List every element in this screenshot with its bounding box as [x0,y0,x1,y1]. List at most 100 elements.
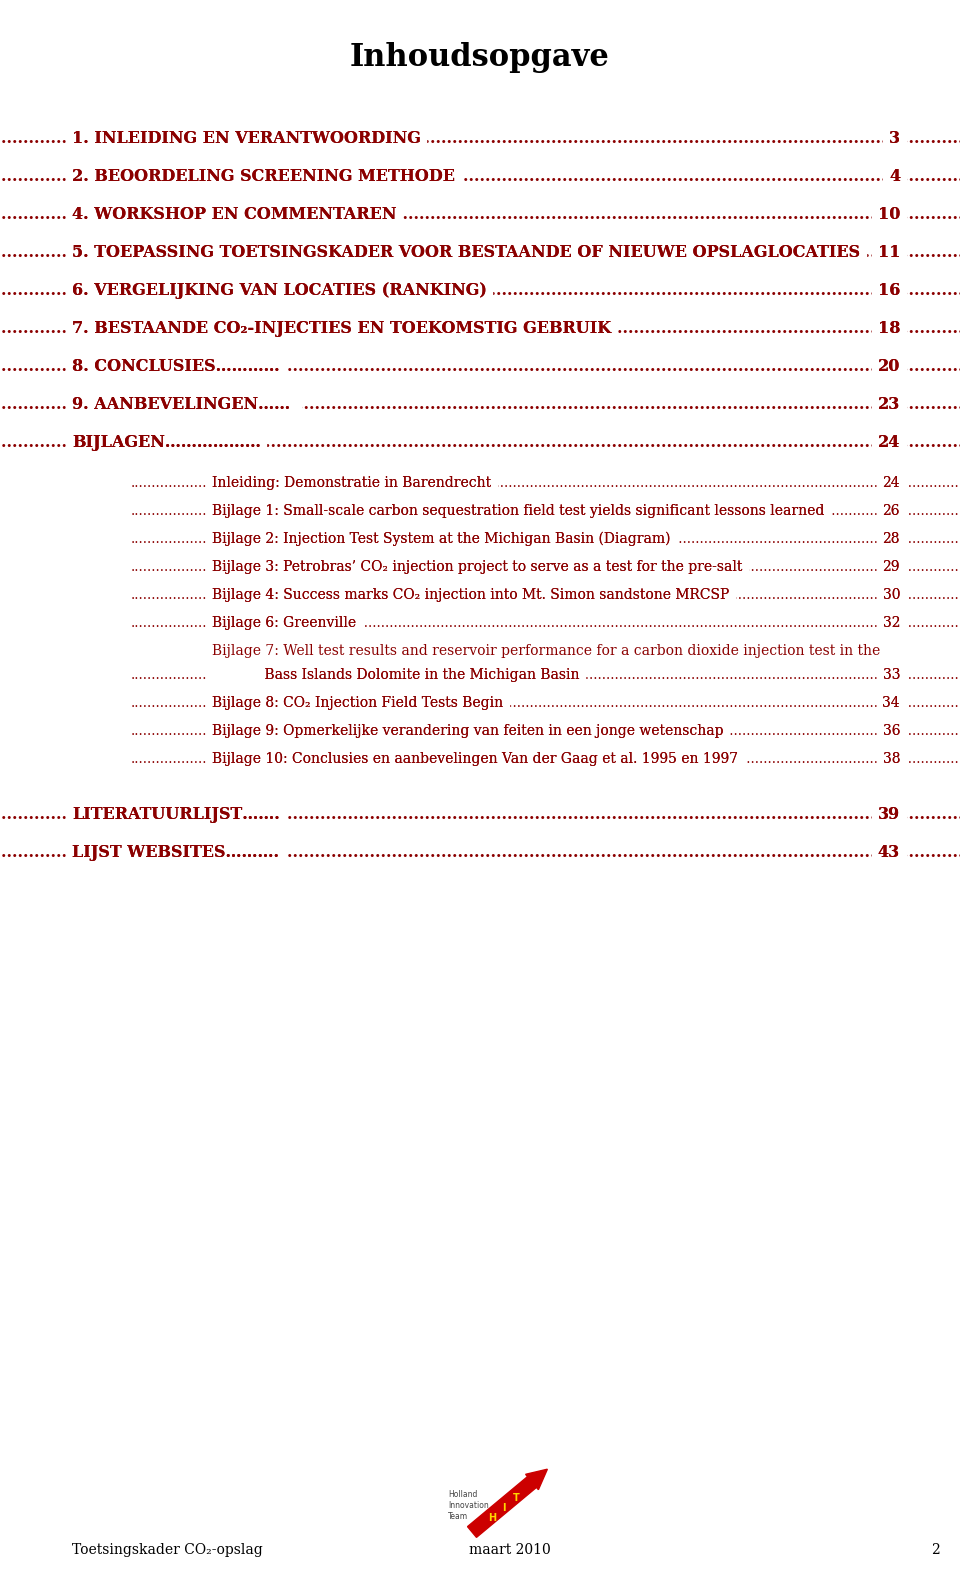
Text: ................................................................................: ........................................… [0,396,960,413]
Text: Bijlage 10: Conclusies en aanbevelingen Van der Gaag et al. 1995 en 1997: Bijlage 10: Conclusies en aanbevelingen … [212,752,738,767]
Polygon shape [525,1470,547,1489]
Text: ................................................................................: ........................................… [0,282,960,299]
Text: Inhoudsopgave: Inhoudsopgave [350,43,610,73]
Text: 29: 29 [882,561,900,573]
Text: 38: 38 [882,752,900,767]
Text: 32: 32 [882,616,900,630]
Text: ................................................................................: ........................................… [0,434,960,451]
Text: 24: 24 [882,477,900,489]
Text: 23: 23 [877,396,900,413]
Text: 16: 16 [877,282,900,299]
Text: 5. TOEPASSING TOETSINGSKADER VOOR BESTAANDE OF NIEUWE OPSLAGLOCATIES: 5. TOEPASSING TOETSINGSKADER VOOR BESTAA… [72,244,860,261]
Text: ................................................................................: ........................................… [131,588,960,602]
Text: 6. VERGELIJKING VAN LOCATIES (RANKING): 6. VERGELIJKING VAN LOCATIES (RANKING) [72,282,487,299]
Text: Bijlage 3: Petrobras’ CO₂ injection project to serve as a test for the pre-salt: Bijlage 3: Petrobras’ CO₂ injection proj… [212,561,742,573]
Text: 33: 33 [882,668,900,683]
Text: Bijlage 6: Greenville: Bijlage 6: Greenville [212,616,356,630]
Text: Bijlage 9: Opmerkelijke verandering van feiten in een jonge wetenschap: Bijlage 9: Opmerkelijke verandering van … [212,724,724,738]
Text: ................................................................................: ........................................… [131,724,960,738]
Text: 24: 24 [877,434,900,451]
Text: ................................................................................: ........................................… [131,561,960,573]
Text: Bijlage 2: Injection Test System at the Michigan Basin (Diagram): Bijlage 2: Injection Test System at the … [212,532,670,546]
Text: ................................................................................: ........................................… [131,668,960,683]
Text: BIJLAGEN………………: BIJLAGEN……………… [72,434,261,451]
Text: LITERATUURLIJST…….: LITERATUURLIJST……. [72,806,279,824]
Text: Bijlage 7: Well test results and reservoir performance for a carbon dioxide inje: Bijlage 7: Well test results and reservo… [212,645,880,657]
Text: ................................................................................: ........................................… [131,695,960,710]
Text: Bijlage 8: CO₂ Injection Field Tests Begin: Bijlage 8: CO₂ Injection Field Tests Beg… [212,695,503,710]
Text: 2: 2 [931,1543,940,1557]
Text: 36: 36 [882,724,900,738]
Text: 1. INLEIDING EN VERANTWOORDING: 1. INLEIDING EN VERANTWOORDING [72,130,420,147]
Text: LIJST WEBSITES……….: LIJST WEBSITES………. [72,844,279,862]
Text: 3: 3 [889,130,900,147]
Text: ................................................................................: ........................................… [131,616,960,630]
Text: 36: 36 [882,724,900,738]
Text: 7. BESTAANDE CO₂-INJECTIES EN TOEKOMSTIG GEBRUIK: 7. BESTAANDE CO₂-INJECTIES EN TOEKOMSTIG… [72,320,612,337]
Text: 7. BESTAANDE CO₂-INJECTIES EN TOEKOMSTIG GEBRUIK: 7. BESTAANDE CO₂-INJECTIES EN TOEKOMSTIG… [72,320,612,337]
Text: 30: 30 [882,588,900,602]
Text: 38: 38 [882,752,900,767]
Text: Bijlage 1: Small-scale carbon sequestration field test yields significant lesson: Bijlage 1: Small-scale carbon sequestrat… [212,504,825,518]
Text: 18: 18 [877,320,900,337]
Text: ................................................................................: ........................................… [0,320,960,337]
Text: BIJLAGEN………………: BIJLAGEN……………… [72,434,261,451]
Text: ................................................................................: ........................................… [131,752,960,767]
Text: Inleiding: Demonstratie in Barendrecht: Inleiding: Demonstratie in Barendrecht [212,477,492,489]
Text: 23: 23 [877,396,900,413]
Text: ................................................................................: ........................................… [0,168,960,185]
Text: Toetsingskader CO₂-opslag: Toetsingskader CO₂-opslag [72,1543,263,1557]
Text: 4: 4 [889,168,900,185]
Text: ................................................................................: ........................................… [0,206,960,223]
Text: LIJST WEBSITES……….: LIJST WEBSITES………. [72,844,279,862]
Text: 39: 39 [877,806,900,824]
Text: 9. AANBEVELINGEN……: 9. AANBEVELINGEN…… [72,396,296,413]
Text: 3: 3 [889,130,900,147]
Text: 4: 4 [889,168,900,185]
Text: ................................................................................: ........................................… [0,358,960,375]
Text: ................................................................................: ........................................… [0,806,960,824]
Text: LITERATUURLIJST…….: LITERATUURLIJST……. [72,806,279,824]
Text: I: I [502,1503,506,1513]
Text: Bijlage 9: Opmerkelijke verandering van feiten in een jonge wetenschap: Bijlage 9: Opmerkelijke verandering van … [212,724,724,738]
Text: maart 2010: maart 2010 [469,1543,551,1557]
Text: 24: 24 [877,434,900,451]
Text: Holland
Innovation
Team: Holland Innovation Team [448,1491,489,1521]
Text: T: T [513,1494,519,1503]
Text: 28: 28 [882,532,900,546]
Text: Bijlage 10: Conclusies en aanbevelingen Van der Gaag et al. 1995 en 1997: Bijlage 10: Conclusies en aanbevelingen … [212,752,738,767]
Text: 43: 43 [877,844,900,862]
Text: 9. AANBEVELINGEN……: 9. AANBEVELINGEN…… [72,396,296,413]
Text: 8. CONCLUSIES…………: 8. CONCLUSIES………… [72,358,279,375]
Text: 20: 20 [877,358,900,375]
Text: ................................................................................: ........................................… [0,244,960,261]
Polygon shape [468,1476,537,1538]
Text: 20: 20 [877,358,900,375]
Text: Bass Islands Dolomite in the Michigan Basin: Bass Islands Dolomite in the Michigan Ba… [212,668,580,683]
Text: 34: 34 [882,695,900,710]
Text: 16: 16 [877,282,900,299]
Text: 24: 24 [882,477,900,489]
Text: Bijlage 8: CO₂ Injection Field Tests Begin: Bijlage 8: CO₂ Injection Field Tests Beg… [212,695,503,710]
Text: 10: 10 [877,206,900,223]
Text: Bijlage 6: Greenville: Bijlage 6: Greenville [212,616,356,630]
Text: H: H [488,1513,496,1522]
Text: ................................................................................: ........................................… [0,130,960,147]
Text: Inleiding: Demonstratie in Barendrecht: Inleiding: Demonstratie in Barendrecht [212,477,492,489]
Text: 5. TOEPASSING TOETSINGSKADER VOOR BESTAANDE OF NIEUWE OPSLAGLOCATIES: 5. TOEPASSING TOETSINGSKADER VOOR BESTAA… [72,244,860,261]
Text: 2. BEOORDELING SCREENING METHODE: 2. BEOORDELING SCREENING METHODE [72,168,455,185]
Text: ................................................................................: ........................................… [0,844,960,862]
Text: 2. BEOORDELING SCREENING METHODE: 2. BEOORDELING SCREENING METHODE [72,168,455,185]
Text: 6. VERGELIJKING VAN LOCATIES (RANKING): 6. VERGELIJKING VAN LOCATIES (RANKING) [72,282,487,299]
Text: 33: 33 [882,668,900,683]
Text: 28: 28 [882,532,900,546]
Text: 26: 26 [882,504,900,518]
Text: 32: 32 [882,616,900,630]
Text: 4. WORKSHOP EN COMMENTAREN: 4. WORKSHOP EN COMMENTAREN [72,206,396,223]
Text: Bijlage 4: Success marks CO₂ injection into Mt. Simon sandstone MRCSP: Bijlage 4: Success marks CO₂ injection i… [212,588,730,602]
Text: 30: 30 [882,588,900,602]
Text: ................................................................................: ........................................… [131,477,960,489]
Text: 26: 26 [882,504,900,518]
Text: Bijlage 4: Success marks CO₂ injection into Mt. Simon sandstone MRCSP: Bijlage 4: Success marks CO₂ injection i… [212,588,730,602]
Text: 43: 43 [877,844,900,862]
